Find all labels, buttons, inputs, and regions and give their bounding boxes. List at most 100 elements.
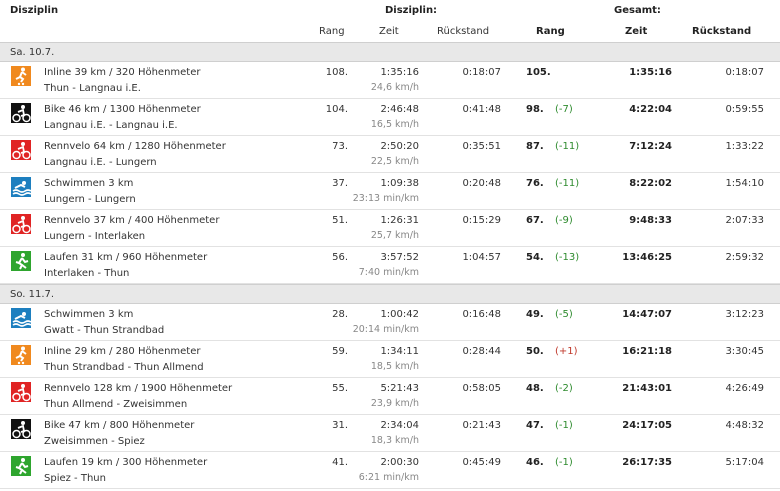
date-label: Sa. 10.7. <box>10 47 55 58</box>
overall-gap: 1:54:10 <box>725 178 764 189</box>
header-gesamt-rang: Rang <box>536 26 565 37</box>
stage-gap: 0:20:48 <box>462 178 501 189</box>
road-bike-icon <box>11 140 31 160</box>
discipline-title: Laufen 19 km / 300 Höhenmeter <box>44 457 208 468</box>
overall-gap: 3:30:45 <box>725 346 764 357</box>
overall-rank: 48. <box>526 383 544 394</box>
stage-rank: 31. <box>332 420 348 431</box>
stage-rank: 108. <box>325 67 348 78</box>
discipline-title: Inline 29 km / 280 Höhenmeter <box>44 346 201 357</box>
stage-speed: 6:21 min/km <box>358 472 419 483</box>
discipline-route: Lungern - Lungern <box>44 194 136 205</box>
stage-rank: 55. <box>332 383 348 394</box>
stage-gap: 0:28:44 <box>462 346 501 357</box>
overall-rank-change: (-2) <box>555 383 573 394</box>
overall-gap: 1:33:22 <box>725 141 764 152</box>
overall-rank: 98. <box>526 104 544 115</box>
table-row: Inline 39 km / 320 Höhenmeter Thun - Lang… <box>0 62 780 99</box>
stage-speed: 23,9 km/h <box>370 398 419 409</box>
stage-rank: 28. <box>332 309 348 320</box>
overall-gap: 0:59:55 <box>725 104 764 115</box>
overall-rank: 49. <box>526 309 544 320</box>
table-row: Rennvelo 37 km / 400 Höhenmeter Lungern -… <box>0 210 780 247</box>
discipline-title: Laufen 31 km / 960 Höhenmeter <box>44 252 208 263</box>
overall-rank-change: (+1) <box>555 346 578 357</box>
bike-icon <box>11 419 31 439</box>
stage-time: 1:00:42 <box>380 309 419 320</box>
discipline-route: Thun Strandbad - Thun Allmend <box>44 362 204 373</box>
overall-time: 14:47:07 <box>622 309 672 320</box>
stage-speed: 25,7 km/h <box>370 230 419 241</box>
overall-rank: 46. <box>526 457 544 468</box>
discipline-route: Spiez - Thun <box>44 473 106 484</box>
discipline-route: Thun - Langnau i.E. <box>44 83 141 94</box>
header-disziplin-group: Disziplin: <box>385 5 438 16</box>
swim-icon <box>11 177 31 197</box>
stage-time: 3:57:52 <box>380 252 419 263</box>
overall-time: 26:17:35 <box>622 457 672 468</box>
discipline-route: Gwatt - Thun Strandbad <box>44 325 165 336</box>
overall-rank: 67. <box>526 215 544 226</box>
bike-icon <box>11 103 31 123</box>
stage-speed: 7:40 min/km <box>358 267 419 278</box>
overall-rank-change: (-1) <box>555 457 573 468</box>
stage-speed: 16,5 km/h <box>370 119 419 130</box>
discipline-title: Rennvelo 128 km / 1900 Höhenmeter <box>44 383 233 394</box>
stage-rank: 73. <box>332 141 348 152</box>
stage-speed: 22,5 km/h <box>370 156 419 167</box>
stage-gap: 0:45:49 <box>462 457 501 468</box>
header-row-columns: Rang Zeit Rückstand Rang Zeit Rückstand <box>0 22 780 43</box>
stage-speed: 18,3 km/h <box>370 435 419 446</box>
overall-rank-change: (-1) <box>555 420 573 431</box>
stage-gap: 0:18:07 <box>462 67 501 78</box>
discipline-route: Langnau i.E. - Langnau i.E. <box>44 120 178 131</box>
table-row: Bike 47 km / 800 Höhenmeter Zweisimmen - … <box>0 415 780 452</box>
overall-gap: 3:12:23 <box>725 309 764 320</box>
date-label: So. 11.7. <box>10 289 55 300</box>
discipline-title: Schwimmen 3 km <box>44 309 134 320</box>
inline-skate-icon <box>11 345 31 365</box>
road-bike-icon <box>11 382 31 402</box>
stage-time: 1:26:31 <box>380 215 419 226</box>
discipline-route: Interlaken - Thun <box>44 268 130 279</box>
date-row: So. 11.7. <box>0 284 780 304</box>
stage-gap: 0:16:48 <box>462 309 501 320</box>
overall-rank-change: (-11) <box>555 178 580 189</box>
stage-gap: 0:35:51 <box>462 141 501 152</box>
overall-time: 7:12:24 <box>629 141 672 152</box>
discipline-title: Schwimmen 3 km <box>44 178 134 189</box>
stage-time: 2:34:04 <box>380 420 419 431</box>
overall-gap: 2:59:32 <box>725 252 764 263</box>
overall-rank: 87. <box>526 141 544 152</box>
stage-gap: 0:41:48 <box>462 104 501 115</box>
overall-time: 24:17:05 <box>622 420 672 431</box>
stage-rank: 41. <box>332 457 348 468</box>
overall-rank-change: (-9) <box>555 215 573 226</box>
discipline-title: Bike 47 km / 800 Höhenmeter <box>44 420 195 431</box>
discipline-route: Lungern - Interlaken <box>44 231 146 242</box>
discipline-title: Inline 39 km / 320 Höhenmeter <box>44 67 201 78</box>
stage-rank: 59. <box>332 346 348 357</box>
overall-rank: 47. <box>526 420 544 431</box>
stage-rank: 37. <box>332 178 348 189</box>
table-row: Schwimmen 3 km Gwatt - Thun Strandbad 28. 1… <box>0 304 780 341</box>
overall-rank-change: (-5) <box>555 309 573 320</box>
stage-speed: 24,6 km/h <box>370 82 419 93</box>
discipline-route: Langnau i.E. - Lungern <box>44 157 157 168</box>
stage-time: 2:00:30 <box>380 457 419 468</box>
discipline-route: Thun Allmend - Zweisimmen <box>44 399 188 410</box>
stage-gap: 0:15:29 <box>462 215 501 226</box>
stage-time: 5:21:43 <box>380 383 419 394</box>
table-row: Rennvelo 64 km / 1280 Höhenmeter Langnau … <box>0 136 780 173</box>
overall-time: 1:35:16 <box>629 67 672 78</box>
overall-time: 4:22:04 <box>629 104 672 115</box>
header-gesamt-rueckstand: Rückstand <box>692 26 752 37</box>
overall-gap: 0:18:07 <box>725 67 764 78</box>
header-gesamt-group: Gesamt: <box>614 5 661 16</box>
overall-time: 9:48:33 <box>629 215 672 226</box>
discipline-title: Rennvelo 37 km / 400 Höhenmeter <box>44 215 220 226</box>
overall-time: 16:21:18 <box>622 346 672 357</box>
swim-icon <box>11 308 31 328</box>
header-zeit: Zeit <box>379 26 399 37</box>
